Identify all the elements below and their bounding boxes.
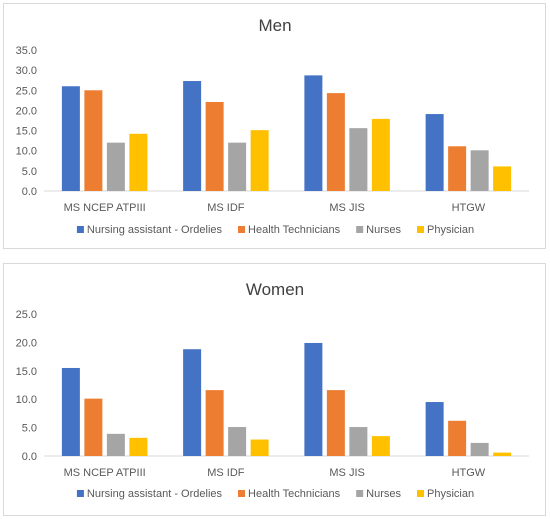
bar-htgw-series-3 (493, 166, 512, 191)
legend-label: Physician (427, 488, 474, 500)
bar-htgw-series-0 (425, 114, 444, 191)
legend-swatch (356, 226, 364, 233)
bar-ms-ncep-atpiii-series-3 (129, 133, 148, 191)
bar-ms-jis-series-0 (304, 75, 323, 191)
chart-men: Men 0.0 5.0 10.0 15.0 20.0 25.0 30.0 35.0 MS NCE… (16, 16, 529, 236)
y-tick-label: 5.0 (22, 423, 37, 435)
x-category-label: HTGW (452, 202, 486, 214)
x-category-label: MS IDF (207, 467, 245, 479)
legend-item: Nursing assistant - Ordelies (76, 224, 223, 236)
bar-htgw-series-3 (493, 452, 512, 456)
y-tick-label: 0.0 (22, 186, 37, 198)
y-tick-label: 15.0 (16, 126, 37, 138)
bar-ms-jis-series-3 (371, 118, 390, 191)
x-category-label: MS NCEP ATPIII (64, 467, 146, 479)
bar-ms-ncep-atpiii-series-0 (61, 86, 80, 191)
bar-ms-jis-series-2 (349, 427, 368, 456)
legend-swatch (356, 490, 364, 497)
bar-ms-ncep-atpiii-series-2 (106, 142, 125, 191)
bar-ms-idf-series-2 (228, 427, 247, 456)
bar-ms-jis-series-0 (304, 342, 323, 456)
bar-ms-ncep-atpiii-series-3 (129, 437, 148, 456)
legend-swatch (76, 490, 84, 497)
y-tick-label: 5.0 (22, 166, 37, 178)
y-tick-label: 10.0 (16, 146, 37, 158)
legend-item: Nursing assistant - Ordelies (76, 488, 223, 500)
bar-ms-jis-series-1 (326, 93, 345, 191)
bar-htgw-series-2 (470, 442, 489, 456)
legend-label: Nurses (366, 224, 401, 236)
y-tick-label: 30.0 (16, 65, 37, 77)
legend-label: Nurses (366, 488, 401, 500)
legend-item: Physician (417, 224, 474, 236)
legend-label: Health Technicians (248, 488, 341, 500)
bar-ms-jis-series-1 (326, 390, 345, 456)
legend-label: Physician (427, 224, 474, 236)
bar-ms-idf-series-1 (205, 390, 224, 456)
legend-swatch (417, 490, 425, 497)
legend-swatch (238, 226, 246, 233)
bar-ms-idf-series-0 (183, 81, 202, 191)
legend-label: Nursing assistant - Ordelies (87, 488, 223, 500)
y-tick-label: 10.0 (16, 394, 37, 406)
bar-ms-idf-series-3 (250, 439, 269, 456)
legend-swatch (76, 226, 84, 233)
x-category-label: MS JIS (329, 467, 364, 479)
y-tick-label: 20.0 (16, 105, 37, 117)
legend-item: Health Technicians (238, 488, 341, 500)
legend-swatch (417, 226, 425, 233)
y-tick-label: 20.0 (16, 337, 37, 349)
bar-ms-ncep-atpiii-series-1 (84, 398, 103, 456)
chart-title: Men (258, 16, 291, 35)
bar-ms-idf-series-0 (183, 349, 202, 456)
x-category-label: MS NCEP ATPIII (64, 202, 146, 214)
legend: Nursing assistant - Ordelies Health Techn… (76, 488, 474, 500)
bar-ms-ncep-atpiii-series-1 (84, 90, 103, 191)
legend-swatch (238, 490, 246, 497)
bar-htgw-series-1 (448, 146, 467, 191)
bar-ms-jis-series-2 (349, 128, 368, 191)
bar-ms-jis-series-3 (371, 436, 390, 456)
bar-htgw-series-1 (448, 420, 467, 456)
bar-htgw-series-0 (425, 402, 444, 456)
x-category-label: MS JIS (329, 202, 364, 214)
legend-item: Nurses (356, 488, 402, 500)
legend: Nursing assistant - Ordelies Health Techn… (76, 224, 474, 236)
bar-ms-ncep-atpiii-series-2 (106, 433, 125, 456)
x-category-label: MS IDF (207, 202, 245, 214)
legend-label: Health Technicians (248, 224, 341, 236)
chart-women-panel: Women 0.0 5.0 10.0 15.0 20.0 25.0 MS NCEP ATPI… (3, 263, 546, 516)
legend-item: Physician (417, 488, 474, 500)
legend-label: Nursing assistant - Ordelies (87, 224, 223, 236)
y-tick-label: 25.0 (16, 85, 37, 97)
y-tick-label: 0.0 (22, 451, 37, 463)
chart-title: Women (246, 280, 304, 299)
legend-item: Nurses (356, 224, 402, 236)
bar-ms-ncep-atpiii-series-0 (61, 367, 80, 456)
bar-htgw-series-2 (470, 150, 489, 191)
bar-ms-idf-series-1 (205, 101, 224, 191)
legend-item: Health Technicians (238, 224, 341, 236)
chart-men-panel: Men 0.0 5.0 10.0 15.0 20.0 25.0 30.0 35.0 MS NCE… (3, 3, 546, 249)
y-tick-label: 15.0 (16, 366, 37, 378)
bar-ms-idf-series-2 (228, 142, 247, 191)
chart-women: Women 0.0 5.0 10.0 15.0 20.0 25.0 MS NCEP ATPI… (16, 280, 529, 500)
y-tick-label: 35.0 (16, 45, 37, 57)
bar-ms-idf-series-3 (250, 130, 269, 191)
x-category-label: HTGW (452, 467, 486, 479)
y-tick-label: 25.0 (16, 309, 37, 321)
